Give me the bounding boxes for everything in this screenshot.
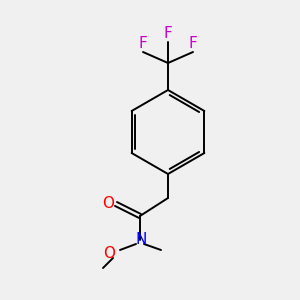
Text: F: F [189,36,197,51]
Text: N: N [135,232,147,247]
Text: F: F [139,36,147,51]
Text: F: F [164,26,172,41]
Text: O: O [102,196,114,211]
Text: O: O [103,247,115,262]
